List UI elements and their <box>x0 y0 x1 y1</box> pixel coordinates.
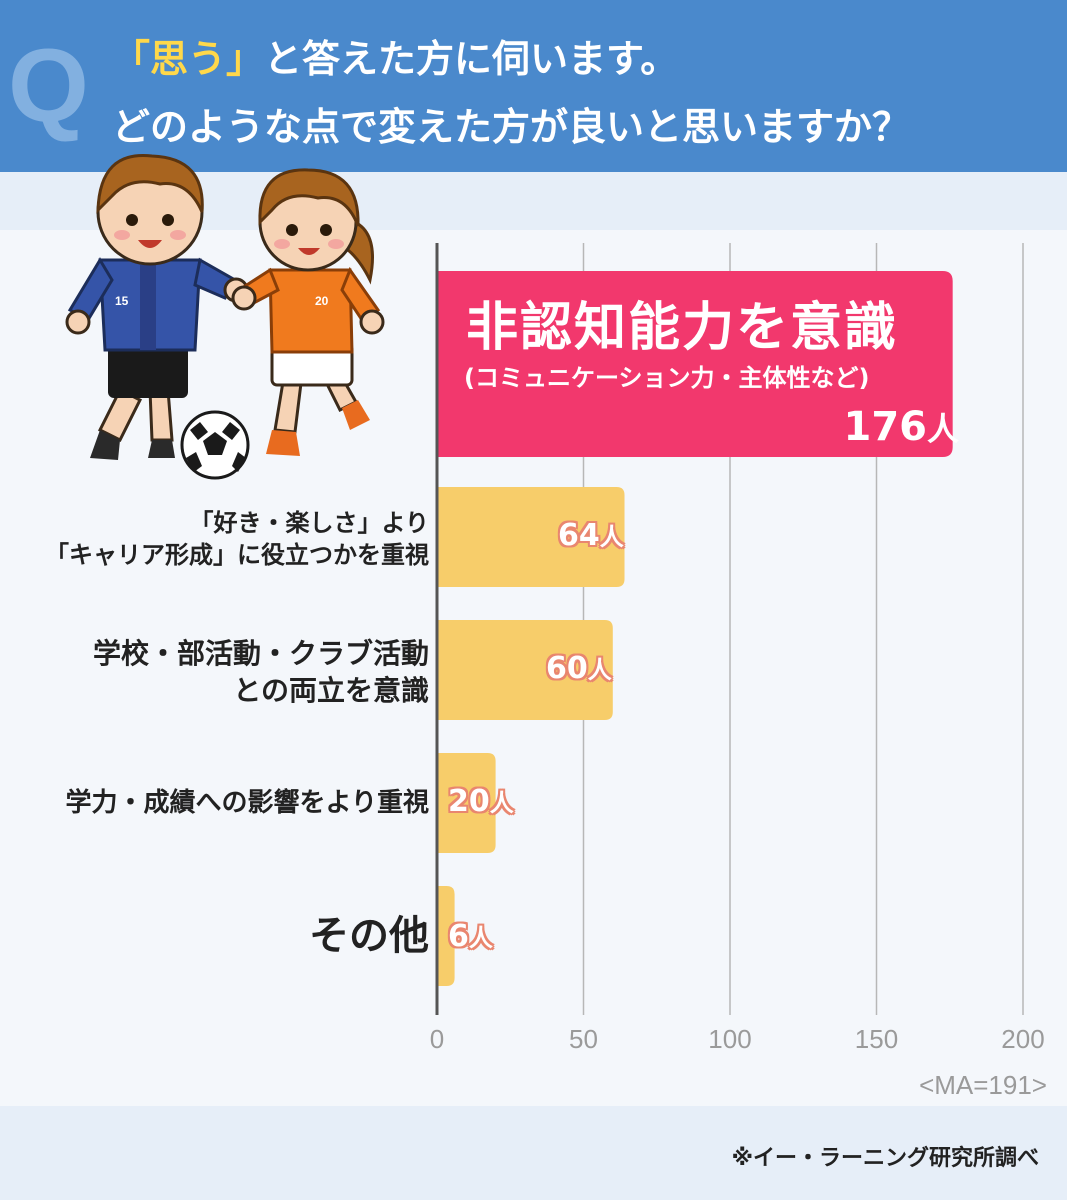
bar-value-unit: 人 <box>489 789 514 817</box>
question-line-1: 「思う」と答えた方に伺います。 <box>112 28 678 83</box>
bar-value-number: 20 <box>448 784 490 819</box>
category-label-line: その他 <box>309 913 429 959</box>
question-highlight: 「思う」 <box>112 37 265 81</box>
bar <box>437 886 455 986</box>
jersey-number: 20 <box>315 294 329 308</box>
category-label-line: 学校・部活動・クラブ活動 <box>92 637 429 670</box>
q-mark: Q <box>8 28 89 144</box>
bar-value-unit: 人 <box>587 656 612 684</box>
bar-value-label: 20人 <box>448 783 514 819</box>
jersey-number: 15 <box>115 294 129 308</box>
header-banner: Q 「思う」と答えた方に伺います。 どのような点で変えた方が良いと思いますか？ <box>0 0 1067 172</box>
bar-value-number: 60 <box>546 651 588 686</box>
question-line-2: どのような点で変えた方が良いと思いますか？ <box>112 105 911 149</box>
bar-value-label: 60人 <box>546 650 612 686</box>
source-note: ※イー・ラーニング研究所調べ <box>731 1146 1039 1171</box>
x-tick-label: 200 <box>1001 1024 1044 1054</box>
bar-value-number: 6 <box>448 919 469 954</box>
category-label-line: 「キャリア形成」に役立つかを重視 <box>45 540 429 569</box>
top-bar-sublabel: (コミュニケーション力・主体性など) <box>464 364 870 392</box>
bar-value-number: 64 <box>558 518 600 553</box>
x-tick-label: 150 <box>855 1024 898 1054</box>
category-label: 学力・成績への影響をより重視 <box>66 786 429 820</box>
bar <box>437 753 496 853</box>
bar-value-label: 6人 <box>448 918 493 954</box>
bar-value-unit: 人 <box>468 924 493 952</box>
category-label: 学校・部活動・クラブ活動 との両立を意識 <box>93 636 429 710</box>
question-line-1-text: と答えた方に伺います。 <box>264 37 679 81</box>
top-bar-label: 非認知能力を意識 <box>466 298 899 358</box>
category-label-line: 「好き・楽しさ」より <box>189 509 429 537</box>
bar-value-label: 64人 <box>558 517 624 553</box>
soccer-kids-illustration: 15 20 <box>65 153 385 480</box>
top-bar-value: 176人 <box>843 404 959 450</box>
x-tick-label: 0 <box>430 1024 444 1054</box>
x-tick-label: 50 <box>569 1024 598 1054</box>
soccer-ball-icon <box>180 410 250 480</box>
sample-size-note: <MA=191> <box>919 1070 1047 1100</box>
boy-player-icon: 15 <box>65 153 249 460</box>
bar <box>437 271 953 457</box>
x-tick-label: 100 <box>708 1024 751 1054</box>
category-label-line: 学力・成績への影響をより重視 <box>65 788 429 818</box>
category-label-line: との両立を意識 <box>233 673 429 707</box>
category-label: 「好き・楽しさ」より 「キャリア形成」に役立つかを重視 <box>45 508 429 571</box>
girl-player-icon: 20 <box>231 168 385 456</box>
category-label: その他 <box>309 910 429 963</box>
bar <box>437 620 613 720</box>
bar-value-unit: 人 <box>599 523 624 551</box>
top-bar-value-number: 176 <box>843 404 927 450</box>
top-bar-value-unit: 人 <box>926 410 959 448</box>
bar <box>437 487 625 587</box>
